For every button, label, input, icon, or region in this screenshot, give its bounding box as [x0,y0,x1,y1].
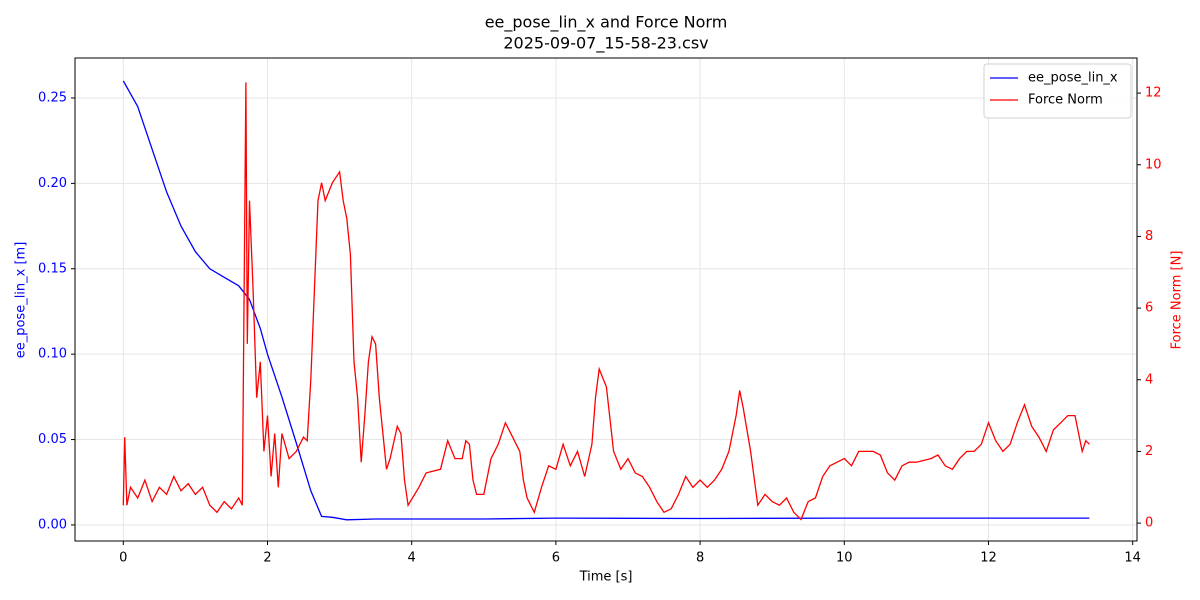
x-axis-label: Time [s] [579,570,633,585]
legend-label: Force Norm [1028,93,1103,108]
y2-tick-label: 12 [1145,86,1162,101]
chart-title: ee_pose_lin_x and Force Norm [485,13,728,33]
y-tick-label: 0.00 [38,517,67,532]
y-axis-label: ee_pose_lin_x [m] [14,242,29,359]
y2-tick-label: 4 [1145,372,1153,387]
legend-label: ee_pose_lin_x [1028,71,1118,86]
y2-tick-label: 6 [1145,301,1153,316]
x-tick-label: 0 [119,551,127,566]
y-tick-label: 0.05 [38,432,67,447]
chart-subtitle: 2025-09-07_15-58-23.csv [503,34,708,54]
x-tick-label: 12 [980,551,997,566]
y-tick-label: 0.15 [38,261,67,276]
y2-axis-label: Force Norm [N] [1170,251,1185,350]
line-series [122,82,1090,521]
y-tick-label: 0.25 [38,90,67,105]
legend-box [983,63,1132,119]
x-tick-label: 10 [836,551,853,566]
y2-tick-label: 10 [1145,157,1162,172]
y-tick-label: 0.10 [38,347,67,362]
line-series [122,80,1090,521]
x-tick-label: 14 [1124,551,1141,566]
y2-tick-label: 0 [1145,516,1153,531]
y2-tick-label: 2 [1145,444,1153,459]
x-tick-label: 6 [552,551,560,566]
x-tick-label: 4 [408,551,416,566]
y-tick-label: 0.20 [38,176,67,191]
plot-frame [74,57,1138,542]
x-tick-label: 2 [263,551,271,566]
x-tick-label: 8 [696,551,704,566]
y2-tick-label: 8 [1145,229,1153,244]
